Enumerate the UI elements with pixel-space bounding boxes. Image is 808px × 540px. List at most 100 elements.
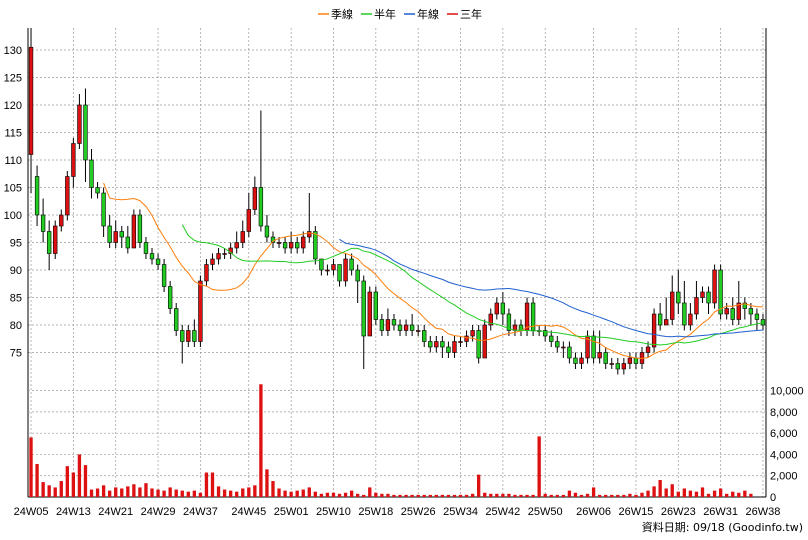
- candle: [125, 226, 130, 254]
- volume-tick-label: 10,000: [770, 386, 804, 398]
- x-axis-label: 26W31: [703, 506, 738, 518]
- candle: [282, 237, 288, 254]
- candle-body: [748, 308, 754, 315]
- candle: [198, 275, 203, 347]
- candle-body: [718, 269, 723, 315]
- candle: [488, 308, 493, 331]
- candle: [155, 253, 161, 270]
- volume-bar: [549, 494, 553, 497]
- volume-bar: [712, 490, 717, 497]
- candle: [730, 297, 735, 325]
- volume-bar: [343, 492, 348, 497]
- candle: [561, 341, 566, 358]
- candle: [434, 336, 439, 353]
- volume-bar: [198, 492, 203, 497]
- candle: [83, 88, 88, 182]
- candle: [89, 149, 94, 199]
- candle-body: [591, 335, 596, 359]
- candle: [246, 193, 251, 237]
- volume-bar: [489, 493, 493, 497]
- volume-bar: [749, 493, 753, 497]
- candle: [543, 325, 548, 342]
- candle: [585, 330, 590, 364]
- candle: [53, 220, 58, 259]
- volume-bar: [77, 454, 82, 497]
- volume-bar: [616, 494, 620, 497]
- candle-body: [415, 330, 421, 332]
- candle-body: [440, 341, 445, 348]
- candle-body: [107, 225, 112, 243]
- candle: [409, 314, 415, 336]
- candle: [264, 215, 270, 243]
- moving-average-lines: [103, 182, 764, 359]
- candle: [34, 165, 40, 226]
- candle: [682, 281, 687, 331]
- volume-bar: [295, 490, 299, 497]
- volume-bar: [114, 487, 118, 497]
- volume-bar: [235, 491, 239, 497]
- volume-bar: [718, 488, 723, 497]
- candle: [349, 253, 354, 276]
- candle: [670, 275, 675, 325]
- volume-bar: [271, 481, 275, 497]
- candle-body: [452, 341, 457, 353]
- candle-body: [397, 324, 403, 331]
- candle: [754, 308, 760, 331]
- legend-item: 季線: [318, 7, 353, 21]
- legend-label: 季線: [331, 7, 353, 21]
- ma-line-1: [103, 182, 763, 359]
- price-tick-label: 110: [4, 155, 22, 167]
- candle-body: [688, 313, 693, 326]
- candle: [258, 110, 264, 232]
- candle: [530, 297, 536, 336]
- volume-bar: [283, 490, 287, 497]
- volume-tick-label: 8,000: [770, 407, 798, 419]
- volume-bar: [604, 494, 608, 497]
- volume-bar: [567, 490, 572, 497]
- volume-bar: [331, 492, 336, 497]
- candle-body: [742, 302, 748, 309]
- volume-bar: [41, 482, 45, 497]
- candle-body: [434, 341, 439, 348]
- volume-bar: [313, 491, 317, 497]
- candle: [228, 242, 233, 259]
- volume-bar: [241, 488, 245, 497]
- volume-bar: [422, 494, 426, 497]
- volume-bar: [108, 490, 112, 497]
- candle-body: [246, 209, 251, 232]
- candle-body: [198, 280, 203, 342]
- candle: [724, 303, 729, 320]
- candle: [633, 352, 639, 369]
- candle-body: [264, 225, 270, 238]
- candle: [361, 275, 366, 369]
- x-axis-label: 25W10: [316, 506, 351, 518]
- volume-bar: [319, 493, 324, 497]
- volume-bar: [95, 488, 100, 497]
- candle-body: [40, 214, 46, 232]
- candle-body: [161, 264, 167, 287]
- x-axis-label: 25W50: [528, 506, 563, 518]
- candle-body: [549, 335, 554, 342]
- candle-body: [754, 313, 760, 320]
- legend: 季線 半年 年線 三年: [318, 7, 482, 21]
- volume-bar: [404, 494, 408, 497]
- candle: [621, 358, 627, 375]
- candle-body: [34, 176, 40, 216]
- volume-bar: [374, 492, 378, 497]
- volume-bar: [180, 490, 184, 497]
- price-tick-label: 100: [4, 210, 22, 222]
- candle-body: [409, 324, 415, 331]
- volume-bar: [495, 493, 499, 497]
- candle-body: [488, 313, 493, 326]
- candle: [706, 286, 711, 314]
- candle-body: [694, 297, 699, 315]
- volume-bar: [573, 492, 578, 497]
- volume-bar: [688, 490, 693, 497]
- candle: [573, 352, 578, 369]
- volume-bar: [458, 494, 463, 497]
- volume-bar: [380, 493, 384, 497]
- volume-bar: [561, 494, 566, 497]
- volume-bar: [525, 494, 529, 497]
- price-grid: [27, 28, 767, 497]
